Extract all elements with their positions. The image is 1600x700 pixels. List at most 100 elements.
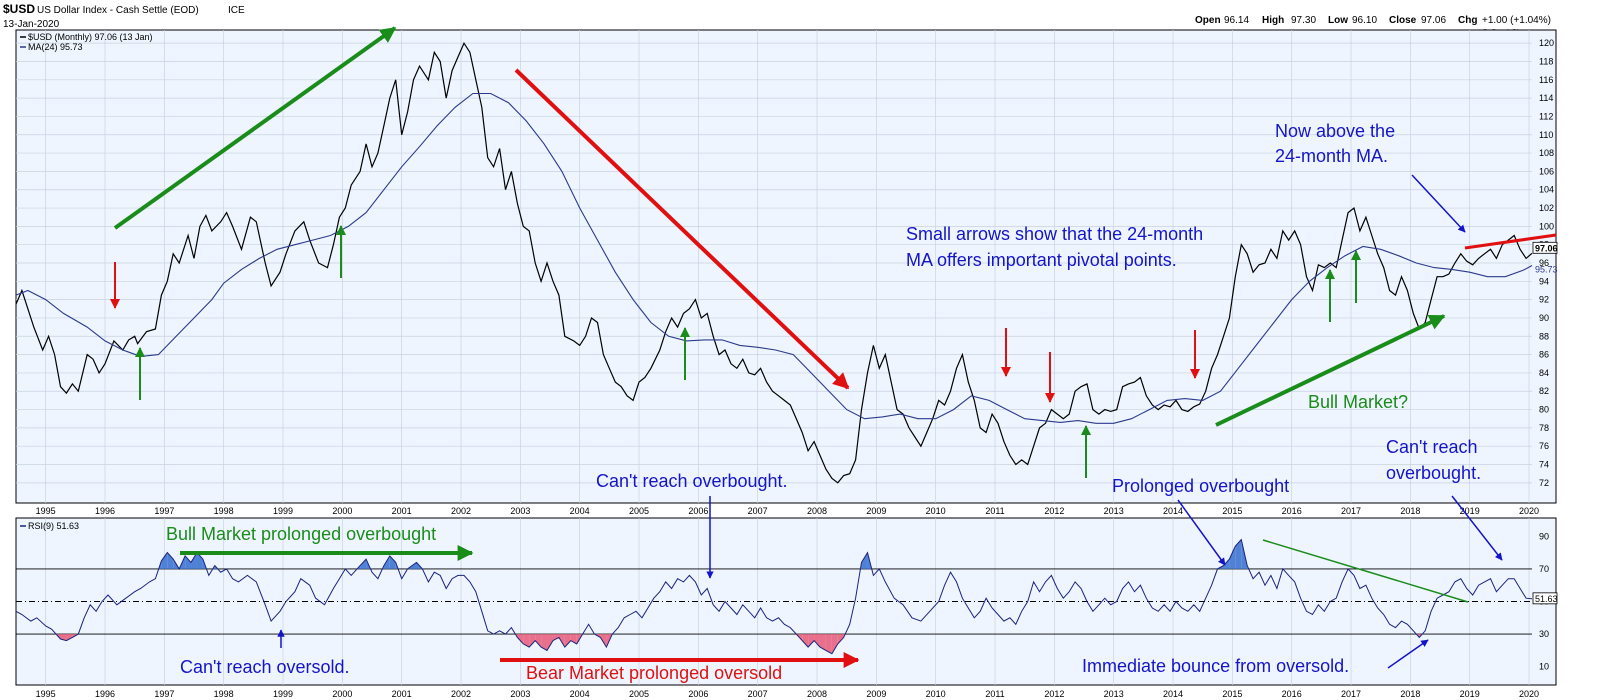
- price-last-value-tag: [1532, 241, 1558, 254]
- price-y-tick-label: 116: [1539, 75, 1553, 85]
- note-prolonged-ob: Prolonged overbought: [1112, 476, 1289, 496]
- note-cant-reach-ob-2-line2: overbought.: [1386, 463, 1481, 483]
- price-y-tick-label: 118: [1539, 56, 1553, 66]
- price-x-tick-label: 2010: [926, 506, 946, 516]
- rsi-last-value: 51.63: [1532, 592, 1558, 605]
- rsi-trendline: [1262, 539, 1469, 603]
- cant-reach-ob-2-arrow: [1451, 495, 1503, 561]
- rsi-oversold-fill: [523, 634, 530, 648]
- rsi-annotations: Bull Market prolonged overbought Can't r…: [166, 495, 1503, 683]
- note-now-above-line2: 24-month MA.: [1275, 146, 1388, 166]
- high-label: High: [1262, 15, 1284, 26]
- ma-last-value-label: 95.73: [1535, 264, 1558, 274]
- rsi-x-tick-label: 2010: [926, 689, 946, 699]
- price-y-tick-label: 106: [1539, 166, 1554, 176]
- price-y-tick-label: 112: [1539, 111, 1553, 121]
- rsi-x-tick-label: 2006: [688, 689, 708, 699]
- high-value: 97.30: [1291, 15, 1316, 26]
- rsi-overbought-fill: [196, 552, 203, 569]
- support-line: [1464, 233, 1557, 250]
- rsi-x-tick-label: 2001: [392, 689, 412, 699]
- note-bear-prolonged-os: Bear Market prolonged oversold: [526, 663, 782, 683]
- rsi-x-tick-label: 2000: [332, 689, 352, 699]
- price-y-tick-label: 94: [1539, 276, 1549, 286]
- rsi-x-tick-label: 2005: [629, 689, 649, 699]
- price-x-axis: 1995 1996 1997 1998 1999 2000 2001 2002 2003 2004…: [36, 506, 1539, 516]
- rsi-extreme-fills: [56, 539, 1423, 654]
- price-y-tick-label: 82: [1539, 386, 1549, 396]
- low-value: 96.10: [1352, 15, 1377, 26]
- bear-trend-arrow: [514, 68, 850, 390]
- rsi-x-tick-label: 1999: [273, 689, 293, 699]
- open-value: 96.14: [1224, 15, 1249, 26]
- price-y-tick-label: 74: [1539, 460, 1549, 470]
- price-y-tick-label: 100: [1539, 221, 1554, 231]
- rsi-oversold-fill: [837, 634, 844, 644]
- rsi-x-tick-label: 2017: [1341, 689, 1361, 699]
- price-line: [15, 41, 1533, 484]
- rsi-x-tick-label: 2002: [451, 689, 471, 699]
- rsi-last-value-tag: [1532, 592, 1558, 605]
- rsi-oversold-fill: [814, 634, 820, 648]
- price-x-tick-label: 2001: [392, 506, 412, 516]
- price-x-tick-label: 2009: [866, 506, 886, 516]
- price-x-tick-label: 2012: [1044, 506, 1064, 516]
- price-y-tick-label: 72: [1539, 478, 1549, 488]
- rsi-x-tick-label: 2004: [570, 689, 590, 699]
- rsi-x-tick-label: 1998: [214, 689, 234, 699]
- price-x-tick-label: 2014: [1163, 506, 1183, 516]
- rsi-oversold-fill: [552, 634, 559, 641]
- rsi-oversold-fill: [66, 634, 73, 641]
- note-now-above-line1: Now above the: [1275, 121, 1395, 141]
- price-series-layer: [15, 41, 1533, 484]
- rsi-x-tick-label: 2013: [1104, 689, 1124, 699]
- price-last-value-label: 97.06: [1535, 243, 1558, 253]
- rsi-oversold-fill: [802, 634, 809, 648]
- price-x-tick-label: 2008: [807, 506, 827, 516]
- note-small-arrows-line2: MA offers important pivotal points.: [906, 250, 1177, 270]
- rsi-legend-label: RSI(9) 51.63: [28, 521, 79, 531]
- rsi-series-layer: [15, 538, 1533, 655]
- bull-trend-arrow-1: [113, 26, 397, 230]
- chg-value: +1.00 (+1.04%): [1482, 15, 1551, 26]
- instrument-name: US Dollar Index - Cash Settle (EOD): [37, 5, 199, 16]
- ma-line: [15, 92, 1533, 424]
- price-y-tick-label: 84: [1539, 368, 1549, 378]
- rsi-x-tick-label: 2009: [866, 689, 886, 699]
- price-x-tick-label: 2018: [1400, 506, 1420, 516]
- note-small-arrows-line1: Small arrows show that the 24-month: [906, 224, 1203, 244]
- price-x-tick-label: 2011: [985, 506, 1004, 516]
- prolonged-ob-arrow: [1177, 499, 1226, 566]
- price-y-tick-label: 80: [1539, 405, 1549, 415]
- rsi-overbought-fill: [191, 552, 197, 569]
- price-panel: [15, 29, 1557, 504]
- price-y-tick-label: 86: [1539, 350, 1549, 360]
- bounce-arrow: [1387, 639, 1429, 669]
- price-y-tick-label: 78: [1539, 423, 1549, 433]
- rsi-oversold-fill: [831, 634, 838, 654]
- price-y-axis: 7274767880828486889092949698100102104106…: [1539, 38, 1554, 488]
- rsi-x-tick-label: 2012: [1044, 689, 1064, 699]
- price-y-tick-label: 120: [1539, 38, 1554, 48]
- rsi-overbought-fill: [1229, 546, 1236, 569]
- rsi-overbought-fill: [389, 555, 396, 569]
- price-x-tick-label: 2015: [1222, 506, 1242, 516]
- price-last-values: 97.06 95.73: [1532, 241, 1558, 274]
- note-bull-market-q: Bull Market?: [1308, 392, 1408, 412]
- now-above-arrow: [1411, 174, 1466, 233]
- symbol-label: $USD: [3, 2, 35, 16]
- price-y-tick-label: 110: [1539, 130, 1553, 140]
- price-x-tick-label: 2004: [570, 506, 590, 516]
- rsi-x-tick-label: 2019: [1460, 689, 1480, 699]
- rsi-grid: [16, 518, 1532, 685]
- rsi-y-tick-label: 10: [1539, 662, 1549, 672]
- price-x-tick-label: 2006: [688, 506, 708, 516]
- rsi-x-tick-label: 2014: [1163, 689, 1183, 699]
- rsi-y-tick-label: 70: [1539, 564, 1549, 574]
- rsi-last-value-label: 51.63: [1535, 594, 1558, 604]
- chart-date: 13-Jan-2020: [3, 19, 60, 30]
- rsi-y-tick-label: 90: [1539, 531, 1549, 541]
- rsi-line: [15, 538, 1533, 655]
- rsi-x-tick-label: 2015: [1222, 689, 1242, 699]
